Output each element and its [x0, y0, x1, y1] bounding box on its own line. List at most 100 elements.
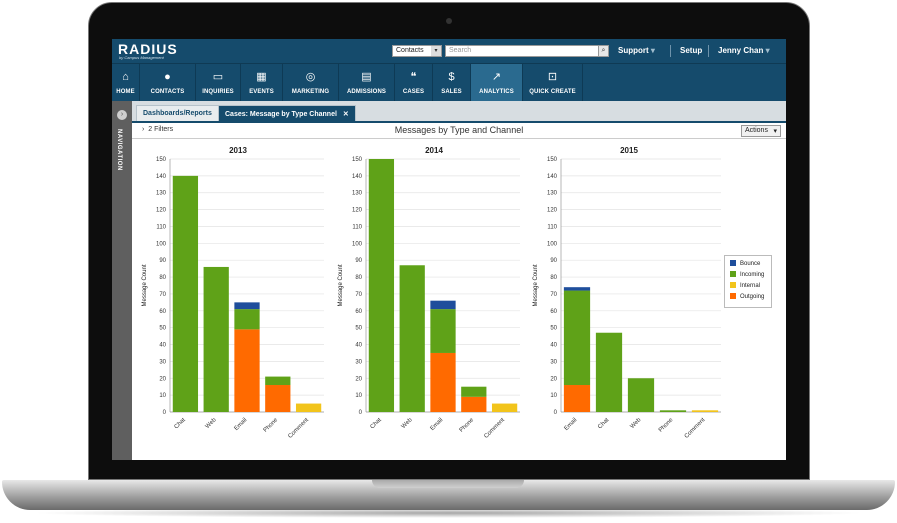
y-tick-label: 90 [355, 258, 362, 264]
inbox-icon: ▭ [212, 71, 224, 83]
legend-label: Incoming [740, 272, 765, 278]
bar-segment [659, 410, 687, 412]
y-axis-label: Message Count [338, 264, 344, 306]
y-tick-label: 70 [159, 292, 166, 298]
nav-label: ANALYTICS [479, 89, 514, 95]
search-icon[interactable]: ⌕ [598, 45, 609, 57]
chart-area: 2013 Message Count 0 10 20 30 40 50 60 70 80 90 100 1… [132, 139, 786, 460]
sidebar-label: NAVIGATION [116, 129, 122, 171]
camera-icon [446, 18, 452, 24]
y-tick-label: 50 [159, 326, 166, 332]
nav-quick-create[interactable]: ⊡ QUICK CREATE [523, 64, 583, 102]
y-tick-label: 70 [550, 292, 557, 298]
navigation-sidebar[interactable]: › NAVIGATION [112, 101, 132, 460]
y-tick-label: 100 [156, 241, 167, 247]
x-tick-label: Phone [459, 417, 476, 434]
bar-segment [430, 300, 456, 310]
nav-home[interactable]: ⌂ HOME [112, 64, 140, 102]
y-tick-label: 10 [355, 393, 362, 399]
x-tick-label: Web [630, 417, 643, 430]
y-tick-label: 30 [355, 359, 362, 365]
y-tick-label: 140 [547, 174, 558, 180]
y-tick-label: 130 [352, 191, 363, 197]
actions-dropdown[interactable]: Actions ▾ [741, 125, 781, 137]
nav-analytics[interactable]: ↗ ANALYTICS [471, 64, 523, 102]
filters-toggle[interactable]: › 2 Filters [142, 126, 173, 133]
chart-title: 2013 [229, 146, 247, 155]
chevron-down-icon: ▾ [431, 46, 441, 56]
y-tick-label: 50 [550, 326, 557, 332]
x-tick-label: Phone [263, 417, 280, 434]
chevron-down-icon: ▾ [765, 46, 770, 55]
calendar-icon: ▦ [256, 71, 267, 83]
y-tick-label: 0 [359, 410, 363, 416]
legend-item: Internal [730, 282, 760, 291]
expand-icon[interactable]: › [117, 110, 127, 120]
y-tick-label: 90 [159, 258, 166, 264]
bar-segment [234, 302, 260, 310]
chart-legend: Bounce Incoming Internal Outgoing [724, 255, 772, 308]
y-tick-label: 80 [550, 275, 557, 281]
app-logo[interactable]: RADIUS [118, 41, 178, 57]
bar-segment [368, 159, 395, 412]
y-tick-label: 20 [159, 376, 166, 382]
nav-contacts[interactable]: ● CONTACTS [140, 64, 196, 102]
bar-segment [295, 403, 322, 412]
context-select[interactable]: Contacts ▾ [392, 45, 442, 57]
y-tick-label: 80 [355, 275, 362, 281]
x-tick-label: Web [401, 417, 414, 430]
legend-label: Bounce [740, 261, 761, 267]
filter-bar: Messages by Type and Channel › 2 Filters… [132, 123, 786, 139]
nav-label: EVENTS [249, 89, 274, 95]
actions-label: Actions [745, 127, 768, 134]
y-tick-label: 50 [355, 326, 362, 332]
app-screen: RADIUS by Campus Management Contacts ▾ S… [112, 39, 786, 460]
nav-cases[interactable]: ❝ CASES [395, 64, 433, 102]
nav-admissions[interactable]: ▤ ADMISSIONS [339, 64, 395, 102]
y-tick-label: 30 [550, 359, 557, 365]
nav-label: QUICK CREATE [529, 89, 576, 95]
close-icon[interactable]: ✕ [342, 111, 349, 118]
nav-marketing[interactable]: ◎ MARKETING [283, 64, 339, 102]
x-tick-label: Email [234, 417, 249, 432]
top-bar: RADIUS by Campus Management Contacts ▾ S… [112, 39, 786, 63]
user-menu[interactable]: Jenny Chan ▾ [718, 46, 770, 55]
context-select-value: Contacts [396, 47, 424, 54]
y-tick-label: 40 [355, 343, 362, 349]
x-tick-label: Chat [174, 417, 187, 430]
x-tick-label: Email [564, 417, 579, 432]
nav-label: SALES [441, 89, 462, 95]
user-name: Jenny Chan [718, 46, 764, 55]
bar-segment [691, 410, 719, 412]
analytics-icon: ↗ [491, 71, 502, 83]
divider [670, 45, 671, 57]
y-tick-label: 120 [547, 208, 558, 214]
legend-item: Bounce [730, 260, 760, 269]
nav-label: ADMISSIONS [346, 89, 386, 95]
home-icon: ⌂ [122, 71, 129, 83]
support-menu[interactable]: Support ▾ [618, 46, 655, 55]
bar-segment [430, 309, 456, 353]
dollar-icon: $ [448, 71, 455, 83]
chat-icon: ❝ [410, 71, 417, 83]
nav-sales[interactable]: $ SALES [433, 64, 471, 102]
setup-link[interactable]: Setup [680, 46, 703, 55]
search-input[interactable]: Search [445, 45, 609, 57]
app-logo-subtitle: by Campus Management [119, 55, 164, 60]
nav-inquiries[interactable]: ▭ INQUIRIES [196, 64, 241, 102]
y-tick-label: 80 [159, 275, 166, 281]
tab-dashboards-reports[interactable]: Dashboards/Reports [136, 105, 219, 121]
y-tick-label: 140 [352, 174, 363, 180]
y-tick-label: 100 [352, 241, 363, 247]
tab-cases-message-by-type[interactable]: Cases: Message by Type Channel ✕ [218, 105, 356, 121]
bar-segment [563, 385, 591, 412]
document-icon: ▤ [361, 71, 372, 83]
nav-label: HOME [116, 89, 135, 95]
y-tick-label: 60 [159, 309, 166, 315]
tab-strip: Dashboards/Reports Cases: Message by Typ… [132, 101, 786, 123]
y-tick-label: 110 [156, 224, 166, 230]
y-tick-label: 30 [159, 359, 166, 365]
nav-events[interactable]: ▦ EVENTS [241, 64, 283, 102]
y-tick-label: 150 [547, 157, 558, 163]
y-tick-label: 110 [352, 224, 362, 230]
